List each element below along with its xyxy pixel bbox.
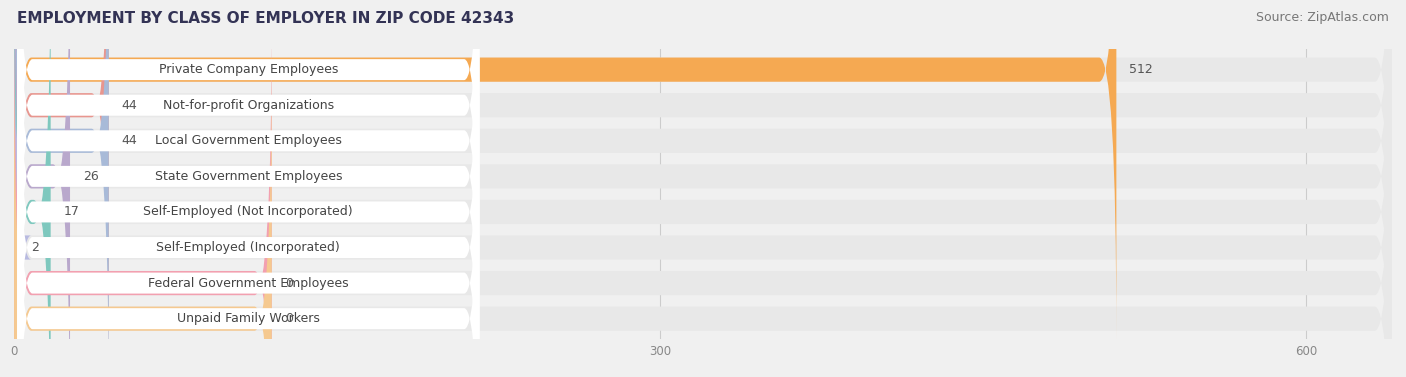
FancyBboxPatch shape — [14, 0, 1392, 377]
FancyBboxPatch shape — [14, 0, 108, 377]
FancyBboxPatch shape — [17, 0, 479, 308]
Text: 44: 44 — [122, 134, 138, 147]
Text: Self-Employed (Not Incorporated): Self-Employed (Not Incorporated) — [143, 205, 353, 218]
Text: Local Government Employees: Local Government Employees — [155, 134, 342, 147]
FancyBboxPatch shape — [14, 0, 108, 377]
Text: 44: 44 — [122, 99, 138, 112]
Text: Not-for-profit Organizations: Not-for-profit Organizations — [163, 99, 333, 112]
FancyBboxPatch shape — [17, 9, 479, 377]
Text: Federal Government Employees: Federal Government Employees — [148, 277, 349, 290]
FancyBboxPatch shape — [17, 0, 479, 377]
Text: 2: 2 — [31, 241, 39, 254]
FancyBboxPatch shape — [17, 0, 479, 344]
FancyBboxPatch shape — [17, 0, 479, 377]
Text: State Government Employees: State Government Employees — [155, 170, 342, 183]
FancyBboxPatch shape — [17, 44, 479, 377]
FancyBboxPatch shape — [14, 0, 1392, 342]
Text: Unpaid Family Workers: Unpaid Family Workers — [177, 312, 319, 325]
Text: EMPLOYMENT BY CLASS OF EMPLOYER IN ZIP CODE 42343: EMPLOYMENT BY CLASS OF EMPLOYER IN ZIP C… — [17, 11, 515, 26]
FancyBboxPatch shape — [14, 11, 271, 377]
Text: Self-Employed (Incorporated): Self-Employed (Incorporated) — [156, 241, 340, 254]
FancyBboxPatch shape — [14, 46, 271, 377]
Text: Private Company Employees: Private Company Employees — [159, 63, 337, 76]
FancyBboxPatch shape — [14, 0, 51, 377]
FancyBboxPatch shape — [14, 0, 1392, 377]
Text: 512: 512 — [1129, 63, 1153, 76]
FancyBboxPatch shape — [14, 0, 1392, 377]
FancyBboxPatch shape — [17, 80, 479, 377]
FancyBboxPatch shape — [14, 0, 1116, 342]
FancyBboxPatch shape — [14, 11, 1392, 377]
FancyBboxPatch shape — [1, 0, 31, 377]
Text: 17: 17 — [63, 205, 80, 218]
Text: 0: 0 — [284, 277, 292, 290]
Text: Source: ZipAtlas.com: Source: ZipAtlas.com — [1256, 11, 1389, 24]
FancyBboxPatch shape — [14, 0, 1392, 377]
FancyBboxPatch shape — [14, 0, 1392, 377]
Text: 0: 0 — [284, 312, 292, 325]
FancyBboxPatch shape — [14, 0, 70, 377]
FancyBboxPatch shape — [14, 46, 1392, 377]
FancyBboxPatch shape — [17, 0, 479, 377]
Text: 26: 26 — [83, 170, 98, 183]
